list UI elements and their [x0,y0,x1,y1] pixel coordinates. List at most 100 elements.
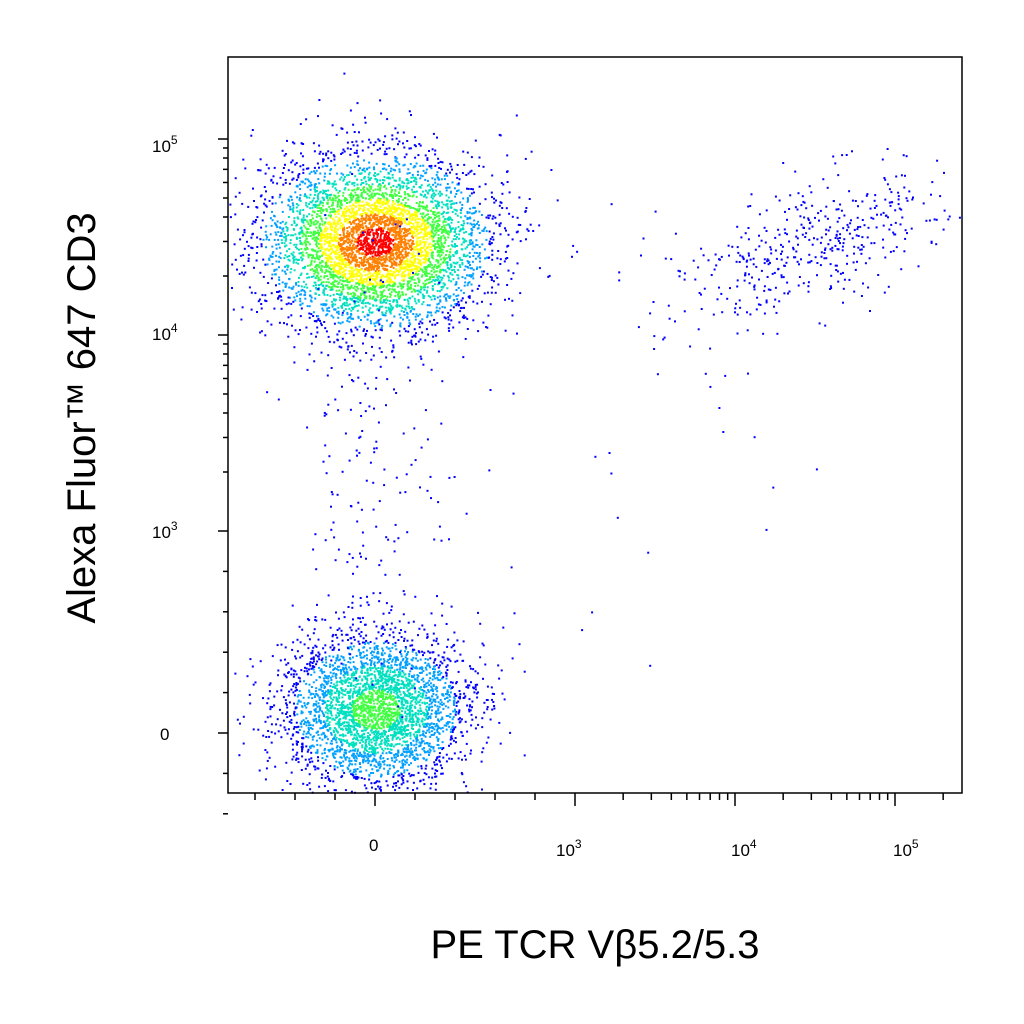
event-dot [482,321,485,324]
event-dot [411,335,414,338]
event-dot [426,266,429,269]
event-dot [403,267,406,270]
event-dot [449,171,451,174]
event-dot [294,163,297,166]
event-dot [309,201,312,204]
event-dot [234,213,237,216]
event-dot [340,214,343,217]
event-dot [297,333,300,336]
event-dot [371,223,374,226]
event-dot [287,335,290,338]
event-dot [437,310,440,313]
event-dot [422,238,425,241]
event-dot [379,757,382,760]
event-dot [283,322,285,325]
event-dot [337,293,340,296]
event-dot [486,272,489,275]
event-dot [436,276,439,279]
event-dot [392,223,395,226]
event-dot [301,218,303,221]
event-dot [407,300,410,303]
event-dot [415,202,418,204]
event-dot [431,177,434,180]
event-dot [361,264,364,267]
event-dot [372,233,375,236]
event-dot [403,209,406,212]
event-dot [308,276,311,279]
event-dot [337,200,340,203]
event-dot [413,328,416,331]
event-dot [363,328,366,331]
event-dot [386,118,389,121]
event-dot [432,132,435,135]
event-dot [341,247,344,249]
event-dot [396,208,398,211]
event-dot [432,279,435,282]
event-dot [348,272,351,275]
event-dot [316,269,319,272]
event-dot [358,227,361,230]
event-dot [238,272,241,275]
event-dot [482,230,485,233]
event-dot [361,149,364,152]
event-dot [347,287,350,290]
event-dot [365,240,368,243]
event-dot [447,232,449,235]
event-dot [333,298,335,301]
event-dot [369,281,371,284]
event-dot [444,293,447,296]
event-dot [397,200,400,203]
event-dot [446,183,449,185]
event-dot [301,243,304,246]
event-dot [361,284,364,287]
event-dot [337,222,340,225]
event-dot [365,251,368,254]
event-dot [299,329,301,331]
event-dot [437,244,440,247]
event-dot [393,221,396,224]
event-dot [441,268,444,271]
event-dot [475,210,477,213]
event-dot [385,168,388,171]
event-dot [273,307,276,310]
event-dot [377,232,380,235]
event-dot [326,307,329,310]
event-dot [376,320,379,323]
event-dot [306,272,309,275]
event-dot [285,303,288,306]
event-dot [303,294,306,297]
event-dot [314,172,317,175]
event-dot [360,258,363,261]
event-dot [427,259,430,262]
event-dot [327,199,330,202]
event-dot [353,292,356,295]
event-dot [398,168,401,171]
event-dot [333,308,336,311]
event-dot [433,298,436,301]
event-dot [373,222,376,224]
event-dot [407,286,410,289]
event-dot [464,247,467,250]
event-dot [342,173,345,176]
event-dot [337,241,340,244]
event-dot [387,248,390,250]
event-dot [375,205,378,208]
event-dot [364,333,367,335]
event-dot [391,306,394,309]
event-dot [434,221,437,224]
event-dot [281,210,284,213]
event-dot [472,277,475,280]
event-dot [382,241,385,244]
event-dot [388,220,391,223]
event-dot [431,148,434,151]
event-dot [322,160,324,163]
event-dot [435,189,438,192]
event-dot [373,218,376,221]
event-dot [315,288,318,291]
event-dot [465,255,467,258]
event-dot [324,164,327,167]
event-dot [422,207,425,210]
event-dot [431,221,434,223]
event-dot [410,270,412,273]
event-dot [337,256,340,259]
